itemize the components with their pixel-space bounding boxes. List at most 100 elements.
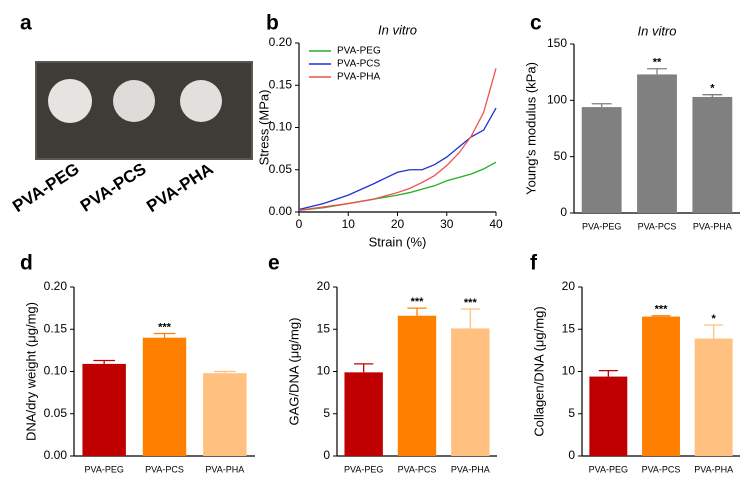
- x-tick-label: PVA-PCS: [145, 464, 184, 474]
- y-tick-label: 50: [554, 149, 568, 163]
- x-axis-label: Strain (%): [369, 234, 427, 249]
- significance: ***: [464, 297, 478, 309]
- sample-disc: [180, 80, 222, 122]
- bar: [694, 338, 733, 456]
- y-tick-label: 15: [562, 321, 576, 335]
- y-axis-label: Stress (MPa): [256, 90, 271, 166]
- significance: *: [710, 83, 715, 95]
- y-tick-label: 5: [323, 406, 330, 420]
- bar: [642, 316, 680, 456]
- x-tick-label: 30: [440, 217, 454, 231]
- panel-letter: e: [268, 252, 280, 275]
- significance: *: [712, 313, 717, 325]
- bar: [589, 376, 628, 456]
- y-tick-label: 10: [317, 364, 331, 378]
- significance: ***: [655, 304, 669, 316]
- line-series: [298, 161, 497, 211]
- y-axis-label: GAG/DNA (μg/mg): [286, 318, 301, 426]
- x-tick-label: PVA-PHA: [205, 464, 244, 474]
- x-tick-label: PVA-PCS: [642, 464, 681, 474]
- sample-label: PVA-PEG: [9, 159, 82, 216]
- y-tick-label: 0.15: [269, 77, 293, 91]
- y-tick-label: 0: [568, 448, 575, 462]
- sample-label: PVA-PCS: [77, 159, 150, 215]
- bar: [451, 328, 490, 456]
- bar: [82, 363, 126, 456]
- y-tick-label: 0.20: [269, 35, 293, 49]
- photo-border: [35, 61, 253, 160]
- bar: [692, 96, 733, 213]
- bar: [581, 107, 622, 213]
- bar: [397, 315, 437, 456]
- error-bar: [354, 363, 374, 373]
- y-tick-label: 0.20: [44, 279, 68, 293]
- panel-letter: a: [20, 12, 32, 35]
- line-series: [298, 107, 497, 211]
- error-bar: [591, 103, 612, 108]
- y-tick-label: 10: [562, 364, 576, 378]
- error-bar: [460, 308, 480, 329]
- bar: [142, 337, 187, 456]
- panel-letter: f: [530, 252, 538, 275]
- error-bar: [407, 307, 427, 316]
- y-axis-label: DNA/dry weight (μg/mg): [23, 302, 38, 441]
- x-tick-label: PVA-PEG: [582, 221, 621, 231]
- x-tick-label: PVA-PHA: [694, 464, 733, 474]
- panel-letter: c: [530, 12, 542, 35]
- x-tick-label: 10: [342, 217, 356, 231]
- error-bar: [93, 359, 116, 364]
- y-tick-label: 0.00: [44, 448, 68, 462]
- legend-label: PVA-PHA: [337, 72, 380, 83]
- x-tick-label: 20: [391, 217, 405, 231]
- chart-title: In vitro: [637, 23, 676, 38]
- significance: ***: [158, 321, 172, 333]
- error-bar: [213, 370, 236, 374]
- bar: [637, 74, 677, 213]
- x-tick-label: PVA-PCS: [638, 221, 677, 231]
- y-axis-label: Young's modulus (kPa): [523, 62, 538, 195]
- error-bar: [153, 332, 176, 338]
- y-tick-label: 20: [562, 279, 576, 293]
- y-tick-label: 15: [317, 321, 331, 335]
- bar: [344, 372, 383, 456]
- y-tick-label: 0.10: [44, 364, 68, 378]
- y-tick-label: 0: [323, 448, 330, 462]
- line-series: [298, 68, 497, 211]
- y-tick-label: 0.05: [269, 162, 293, 176]
- error-bar: [704, 324, 724, 339]
- x-tick-label: 40: [489, 217, 503, 231]
- x-tick-label: 0: [296, 217, 303, 231]
- y-tick-label: 5: [568, 406, 575, 420]
- bar: [203, 373, 247, 456]
- sample-label: PVA-PHA: [143, 159, 216, 216]
- significance: ***: [411, 296, 425, 308]
- error-bar: [598, 370, 618, 377]
- x-tick-label: PVA-PHA: [693, 221, 732, 231]
- error-bar: [702, 94, 723, 97]
- y-tick-label: 0: [560, 205, 567, 219]
- legend-label: PVA-PCS: [337, 59, 380, 70]
- y-tick-label: 0.10: [269, 120, 293, 134]
- significance: **: [653, 57, 662, 69]
- chart-title: In vitro: [378, 22, 417, 37]
- x-tick-label: PVA-PEG: [344, 464, 383, 474]
- panel-letter: d: [20, 252, 33, 275]
- panel-letter: b: [266, 12, 279, 35]
- y-tick-label: 20: [317, 279, 331, 293]
- x-tick-label: PVA-PHA: [451, 464, 490, 474]
- y-tick-label: 0.05: [44, 406, 68, 420]
- y-tick-label: 100: [547, 93, 567, 107]
- legend-label: PVA-PEG: [337, 46, 381, 57]
- sample-disc: [48, 79, 92, 123]
- y-tick-label: 0.15: [44, 321, 68, 335]
- y-axis-label: Collagen/DNA (μg/mg): [531, 306, 546, 436]
- sample-disc: [113, 80, 155, 122]
- x-tick-label: PVA-PEG: [84, 464, 123, 474]
- error-bar: [647, 68, 667, 75]
- y-tick-label: 150: [547, 36, 567, 50]
- error-bar: [651, 315, 671, 317]
- x-tick-label: PVA-PCS: [398, 464, 437, 474]
- x-tick-label: PVA-PEG: [589, 464, 628, 474]
